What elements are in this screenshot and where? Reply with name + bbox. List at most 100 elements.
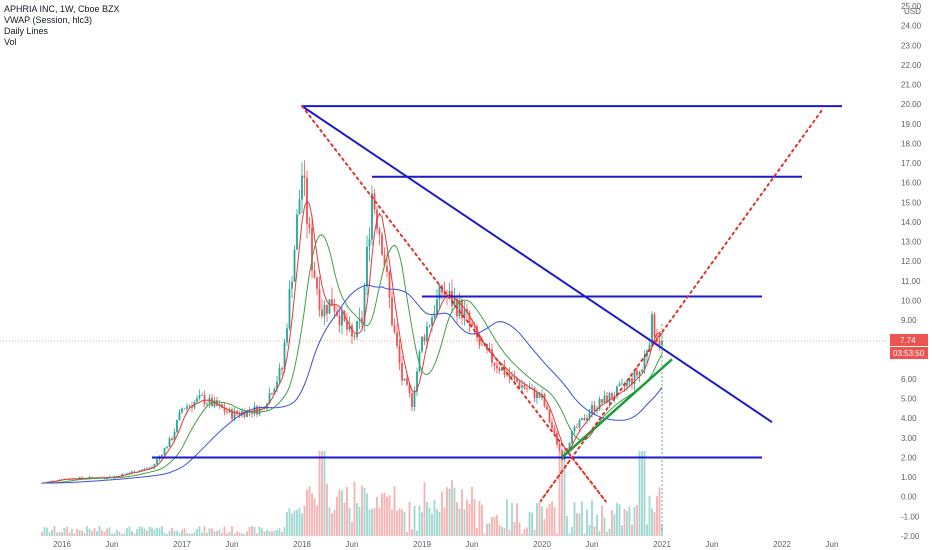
parabola-curve[interactable]: [301, 105, 823, 503]
candle-body: [578, 420, 581, 428]
volume-bar: [151, 527, 153, 536]
candle-body: [638, 371, 641, 376]
volume-bar: [511, 503, 513, 536]
volume-bar: [83, 532, 86, 536]
time-tick-label: 2016: [53, 540, 71, 549]
volume-bar: [208, 528, 211, 536]
volume-bar: [41, 532, 43, 536]
legend-vol[interactable]: Vol: [4, 37, 17, 47]
candle-body: [316, 277, 318, 289]
candle-body: [183, 408, 186, 410]
candle-body: [408, 384, 411, 394]
legend-symbol[interactable]: APHRIA INC, 1W, Cboe BZX: [4, 4, 120, 14]
price-tick-label: 15.00: [901, 198, 922, 207]
volume-bar: [51, 530, 53, 536]
candle-body: [333, 305, 336, 312]
volume-bar: [543, 519, 546, 536]
volume-bar: [101, 530, 103, 536]
candle-body: [323, 304, 326, 317]
descending-trendline[interactable]: [301, 105, 773, 423]
volume-bar: [638, 451, 641, 536]
volume-bar: [351, 522, 353, 536]
volume-bar: [533, 529, 536, 536]
candle-body: [171, 438, 173, 441]
price-axis[interactable]: 25.00 24.00 23.00 22.00 21.00 20.00 19.00 18.00…: [888, 0, 932, 550]
volume-bar: [58, 531, 61, 536]
rising-trendline[interactable]: [561, 358, 673, 459]
candle-body: [318, 288, 321, 310]
volume-bar: [228, 532, 231, 536]
candle-body: [593, 405, 596, 412]
candle-body: [401, 363, 403, 381]
volume-bar: [436, 508, 438, 536]
candle-body: [433, 315, 436, 318]
candle-body: [518, 381, 521, 388]
candle-body: [91, 477, 93, 478]
volume-bar: [326, 483, 328, 536]
price-tick-label: 20.00: [901, 100, 922, 109]
volume-bar: [283, 527, 286, 536]
price-tick-label: 9.00: [901, 316, 917, 325]
candle-body: [448, 290, 451, 296]
candle-body: [446, 294, 448, 296]
volume-bar: [408, 501, 411, 536]
candle-body: [651, 314, 653, 345]
candle-body: [576, 426, 578, 428]
volume-bar: [321, 451, 323, 536]
candle-body: [236, 410, 238, 414]
volume-bar: [653, 511, 656, 536]
volume-bar: [178, 532, 181, 536]
countdown-badge: [890, 347, 928, 359]
volume-bar: [628, 506, 631, 536]
candle-body: [153, 463, 156, 468]
candle-body: [403, 378, 406, 381]
candle-body: [348, 325, 351, 330]
candle-body: [478, 337, 481, 345]
volume-bar: [301, 513, 303, 536]
volume-bar: [133, 533, 136, 536]
volume-bar: [616, 502, 618, 536]
legend-vwap[interactable]: VWAP (Session, hlc3): [4, 15, 93, 25]
price-tick-label: 10.00: [901, 296, 922, 305]
candle-body: [146, 468, 148, 470]
volume-bar: [78, 530, 81, 536]
candle-body: [621, 383, 623, 385]
volume-bar: [141, 526, 143, 536]
candle-body: [443, 292, 446, 295]
price-tick-label: 3.00: [901, 434, 917, 443]
candle-body: [421, 336, 423, 352]
candle-body: [471, 323, 473, 326]
volume-bar: [656, 496, 658, 536]
volume-bar: [183, 528, 186, 536]
volume-bar: [588, 524, 591, 536]
volume-bar: [271, 531, 273, 536]
time-tick-label: 2020: [533, 540, 551, 549]
candle-body: [543, 394, 546, 407]
volume-bar: [306, 489, 308, 536]
volume-bar: [333, 509, 336, 536]
candle-body: [243, 411, 246, 417]
candle-body: [356, 320, 358, 337]
legend-daily-lines[interactable]: Daily Lines: [4, 26, 49, 36]
candle-body: [458, 299, 461, 317]
drawings[interactable]: [152, 105, 842, 533]
candle-body: [106, 478, 108, 480]
candle-body: [423, 336, 426, 342]
volume-bar: [206, 532, 208, 536]
volume-bar: [63, 527, 66, 536]
volume-bar: [98, 526, 101, 536]
volume-bar: [61, 532, 63, 536]
volume-bar: [116, 530, 118, 536]
price-tick-label: -2.00: [901, 532, 920, 541]
candle-body: [516, 378, 518, 382]
candle-body: [276, 381, 278, 390]
volume-bar: [76, 528, 78, 536]
price-tick-label: 0.00: [901, 493, 917, 502]
volume-bar: [103, 531, 106, 536]
candle-body: [258, 407, 261, 415]
time-axis[interactable]: 2016 Jun 2017 Jun 2018 Jun 2019 Jun 2020 Jun 2021 J…: [0, 538, 888, 550]
volume-bar: [433, 499, 436, 536]
volume-bar: [346, 487, 348, 536]
volume-bar: [143, 528, 146, 536]
